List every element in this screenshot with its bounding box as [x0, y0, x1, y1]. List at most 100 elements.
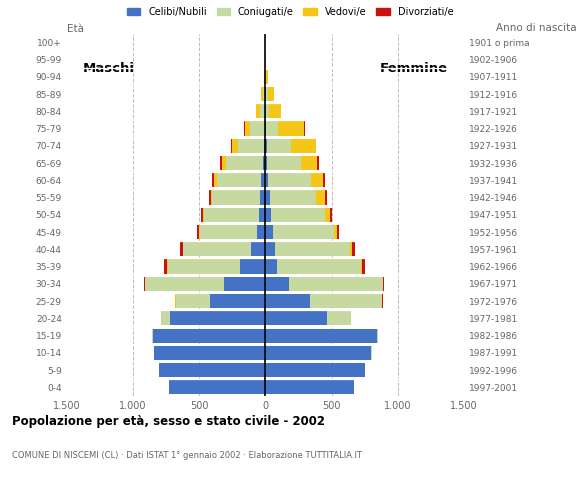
Bar	[211, 191, 212, 204]
Bar	[251, 242, 266, 256]
Bar	[376, 328, 378, 343]
Bar	[311, 173, 323, 187]
Bar	[266, 156, 267, 170]
Bar	[288, 277, 383, 291]
Bar	[161, 311, 170, 325]
Legend: Celibi/Nubili, Coniugati/e, Vedovi/e, Divorziati/e: Celibi/Nubili, Coniugati/e, Vedovi/e, Di…	[125, 5, 455, 19]
Bar	[263, 87, 265, 101]
Bar	[168, 260, 240, 274]
Bar	[226, 156, 263, 170]
Text: Femmine: Femmine	[380, 61, 448, 74]
Bar	[240, 260, 266, 274]
Bar	[266, 294, 310, 308]
Bar	[301, 156, 317, 170]
Bar	[266, 225, 273, 239]
Bar	[266, 121, 278, 135]
Bar	[260, 104, 265, 119]
Bar	[323, 173, 325, 187]
Bar	[263, 156, 266, 170]
Bar	[266, 104, 270, 119]
Bar	[180, 242, 183, 256]
Bar	[261, 87, 263, 101]
Bar	[337, 225, 339, 239]
Bar	[266, 380, 354, 395]
Bar	[210, 294, 266, 308]
Bar	[264, 70, 265, 84]
Bar	[270, 104, 281, 119]
Bar	[271, 208, 325, 222]
Bar	[153, 328, 266, 343]
Bar	[154, 346, 266, 360]
Bar	[264, 139, 266, 153]
Bar	[224, 277, 266, 291]
Bar	[325, 208, 330, 222]
Bar	[212, 191, 260, 204]
Bar	[266, 70, 269, 84]
Bar	[245, 121, 250, 135]
Bar	[266, 87, 267, 101]
Bar	[270, 191, 316, 204]
Bar	[160, 363, 266, 377]
Text: COMUNE DI NISCEMI (CL) · Dati ISTAT 1° gennaio 2002 · Elaborazione TUTTITALIA.IT: COMUNE DI NISCEMI (CL) · Dati ISTAT 1° g…	[12, 451, 361, 460]
Bar	[266, 346, 371, 360]
Bar	[361, 260, 362, 274]
Bar	[256, 104, 260, 119]
Bar	[334, 225, 337, 239]
Bar	[259, 208, 266, 222]
Bar	[232, 139, 238, 153]
Bar	[325, 191, 327, 204]
Bar	[351, 242, 355, 256]
Bar	[266, 277, 288, 291]
Bar	[266, 328, 376, 343]
Bar	[277, 260, 361, 274]
Bar	[266, 173, 269, 187]
Bar	[362, 260, 365, 274]
Bar	[176, 294, 210, 308]
Bar	[201, 208, 202, 222]
Bar	[383, 277, 384, 291]
Bar	[266, 260, 277, 274]
Bar	[317, 156, 319, 170]
Bar	[222, 156, 226, 170]
Bar	[266, 139, 267, 153]
Bar	[231, 139, 232, 153]
Bar	[170, 311, 266, 325]
Bar	[164, 260, 168, 274]
Bar	[238, 139, 264, 153]
Bar	[152, 328, 153, 343]
Bar	[250, 121, 265, 135]
Text: Maschi: Maschi	[82, 61, 135, 74]
Bar	[200, 225, 258, 239]
Bar	[262, 173, 266, 187]
Bar	[330, 208, 332, 222]
Bar	[214, 173, 217, 187]
Text: Anno di nascita: Anno di nascita	[496, 23, 577, 33]
Bar	[144, 277, 145, 291]
Bar	[266, 311, 327, 325]
Bar	[269, 173, 311, 187]
Bar	[350, 242, 351, 256]
Bar	[183, 242, 251, 256]
Bar	[273, 225, 334, 239]
Bar	[260, 191, 266, 204]
Bar	[197, 225, 200, 239]
Text: Popolazione per età, sesso e stato civile - 2002: Popolazione per età, sesso e stato civil…	[12, 415, 325, 428]
Bar	[278, 121, 304, 135]
Bar	[258, 225, 266, 239]
Bar	[291, 139, 316, 153]
Bar	[267, 139, 291, 153]
Text: Età: Età	[67, 24, 84, 34]
Bar	[267, 156, 301, 170]
Bar	[266, 191, 270, 204]
Bar	[267, 87, 274, 101]
Bar	[266, 363, 365, 377]
Bar	[220, 156, 222, 170]
Bar	[212, 173, 214, 187]
Bar	[310, 294, 382, 308]
Bar	[217, 173, 262, 187]
Bar	[327, 311, 351, 325]
Bar	[266, 242, 275, 256]
Bar	[275, 242, 350, 256]
Bar	[146, 277, 224, 291]
Bar	[209, 191, 211, 204]
